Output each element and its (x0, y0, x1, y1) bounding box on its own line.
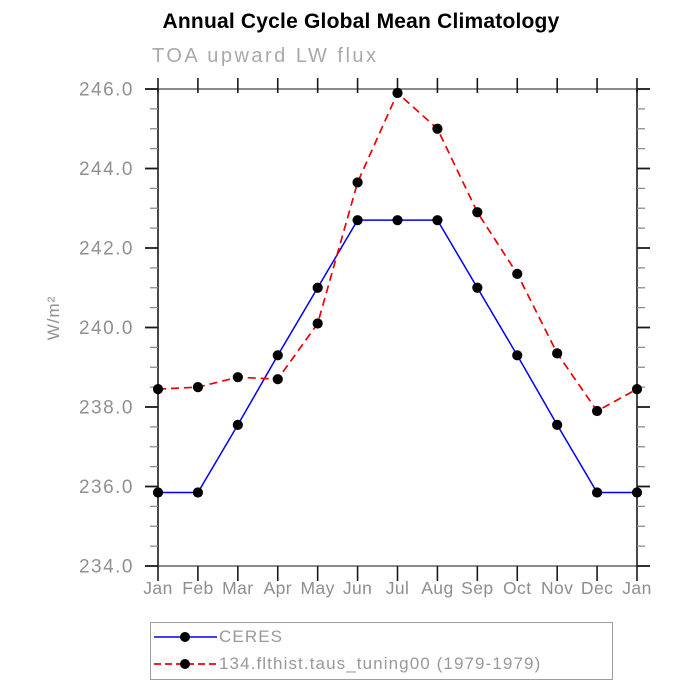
legend-label-model: 134.flthist.taus_tuning00 (1979-1979) (219, 654, 542, 673)
chart-subtitle: TOA upward LW flux (152, 45, 379, 67)
svg-text:238.0: 238.0 (79, 398, 134, 419)
legend-item-ceres: CERES (153, 624, 283, 650)
svg-text:244.0: 244.0 (79, 159, 134, 180)
legend-box: CERES 134.flthist.taus_tuning00 (1979-19… (150, 622, 613, 680)
svg-text:Aug: Aug (421, 578, 453, 598)
svg-text:236.0: 236.0 (79, 477, 134, 498)
svg-text:240.0: 240.0 (79, 318, 134, 339)
svg-text:Dec: Dec (581, 578, 613, 598)
svg-text:Apr: Apr (264, 578, 292, 598)
svg-text:Nov: Nov (541, 578, 573, 598)
svg-text:Sep: Sep (461, 578, 493, 598)
svg-text:Jan: Jan (143, 578, 172, 598)
svg-text:Jun: Jun (343, 578, 372, 598)
svg-text:242.0: 242.0 (79, 239, 134, 260)
y-axis-label: W/m² (44, 295, 63, 341)
svg-text:May: May (301, 578, 335, 598)
chart-title: Annual Cycle Global Mean Climatology (162, 10, 560, 33)
svg-text:246.0: 246.0 (79, 80, 134, 101)
svg-text:Oct: Oct (503, 578, 531, 598)
model-line-sample (154, 659, 217, 669)
legend-label-ceres: CERES (219, 627, 284, 646)
ceres-line-sample (154, 632, 217, 642)
svg-text:Jul: Jul (386, 578, 410, 598)
svg-text:Jan: Jan (622, 578, 651, 598)
legend-item-model: 134.flthist.taus_tuning00 (1979-1979) (153, 651, 541, 677)
svg-text:Mar: Mar (222, 578, 253, 598)
svg-text:Feb: Feb (182, 578, 213, 598)
svg-text:234.0: 234.0 (79, 557, 134, 578)
